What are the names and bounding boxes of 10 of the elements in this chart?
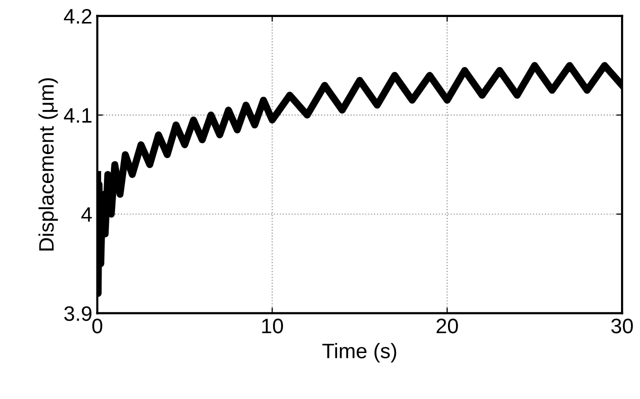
x-axis-title: Time (s) <box>322 343 396 362</box>
x-tick-label: 20 <box>436 318 458 334</box>
y-tick-label: 4.2 <box>64 8 92 24</box>
y-axis-title: Displacement (μm) <box>38 78 58 250</box>
x-tick-label: 0 <box>92 318 102 334</box>
y-tick-label: 4.1 <box>64 108 92 123</box>
x-tick-label: 30 <box>611 318 633 334</box>
y-tick-label: 3.9 <box>64 306 92 321</box>
x-tick-label: 10 <box>262 318 283 334</box>
y-tick-label: 4 <box>81 207 92 222</box>
